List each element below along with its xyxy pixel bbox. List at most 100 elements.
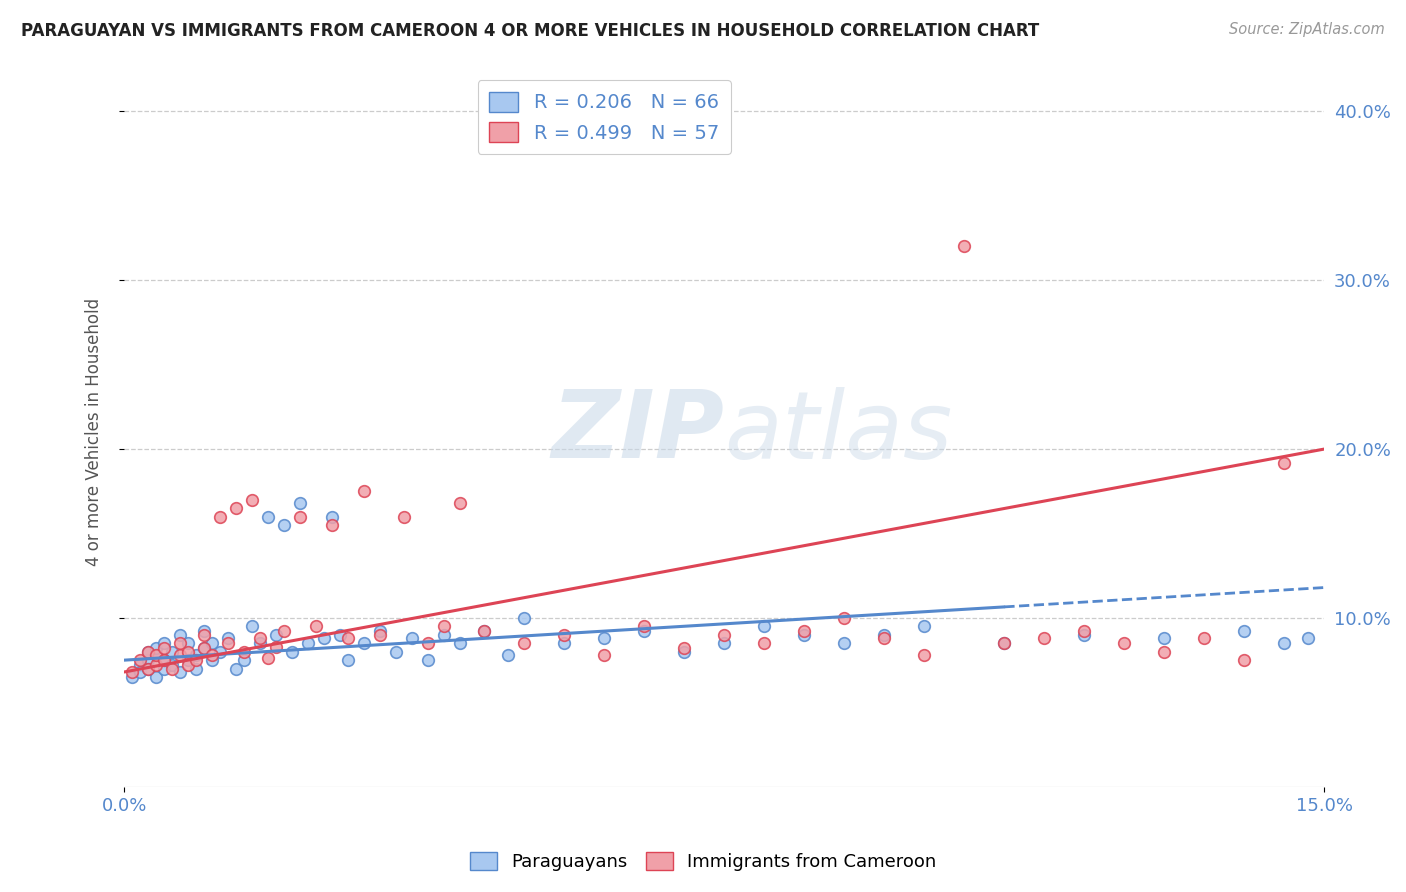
Text: PARAGUAYAN VS IMMIGRANTS FROM CAMEROON 4 OR MORE VEHICLES IN HOUSEHOLD CORRELATI: PARAGUAYAN VS IMMIGRANTS FROM CAMEROON 4… <box>21 22 1039 40</box>
Point <box>305 619 328 633</box>
Point <box>713 628 735 642</box>
Point <box>233 645 256 659</box>
Point <box>264 640 287 654</box>
Point <box>145 670 167 684</box>
Point <box>1153 631 1175 645</box>
Text: Source: ZipAtlas.com: Source: ZipAtlas.com <box>1229 22 1385 37</box>
Point <box>288 509 311 524</box>
Point <box>353 484 375 499</box>
Point <box>633 624 655 639</box>
Point <box>754 619 776 633</box>
Point <box>713 636 735 650</box>
Point <box>673 641 696 656</box>
Point <box>496 648 519 662</box>
Point <box>1073 624 1095 639</box>
Point <box>233 653 256 667</box>
Point <box>314 631 336 645</box>
Point <box>337 653 360 667</box>
Point <box>186 653 208 667</box>
Point <box>121 665 143 679</box>
Point <box>169 636 191 650</box>
Point <box>177 636 200 650</box>
Point <box>169 665 191 679</box>
Text: atlas: atlas <box>724 386 952 477</box>
Point <box>136 653 159 667</box>
Point <box>353 636 375 650</box>
Point <box>449 496 471 510</box>
Y-axis label: 4 or more Vehicles in Household: 4 or more Vehicles in Household <box>86 298 103 566</box>
Point <box>418 653 440 667</box>
Point <box>177 653 200 667</box>
Point <box>225 662 247 676</box>
Point <box>209 645 232 659</box>
Point <box>385 645 408 659</box>
Point <box>553 628 575 642</box>
Point <box>217 636 239 650</box>
Point <box>193 624 215 639</box>
Point <box>1194 631 1216 645</box>
Point <box>873 631 896 645</box>
Point <box>993 636 1015 650</box>
Point <box>401 631 423 645</box>
Point <box>193 641 215 656</box>
Point <box>169 648 191 662</box>
Point <box>129 665 152 679</box>
Point <box>136 662 159 676</box>
Point <box>1073 628 1095 642</box>
Point <box>257 509 280 524</box>
Point <box>321 518 343 533</box>
Point <box>121 670 143 684</box>
Point <box>160 645 183 659</box>
Point <box>201 653 224 667</box>
Point <box>145 658 167 673</box>
Point <box>593 631 616 645</box>
Point <box>136 645 159 659</box>
Point <box>209 509 232 524</box>
Point <box>754 636 776 650</box>
Point <box>418 636 440 650</box>
Point <box>225 501 247 516</box>
Point <box>832 611 855 625</box>
Point <box>673 645 696 659</box>
Point <box>912 648 935 662</box>
Point <box>273 624 295 639</box>
Point <box>953 239 976 253</box>
Point <box>433 619 456 633</box>
Point <box>1233 653 1256 667</box>
Point <box>368 628 391 642</box>
Point <box>217 631 239 645</box>
Point <box>513 636 536 650</box>
Point <box>873 628 896 642</box>
Point <box>153 641 176 656</box>
Legend: Paraguayans, Immigrants from Cameroon: Paraguayans, Immigrants from Cameroon <box>463 845 943 879</box>
Point <box>472 624 495 639</box>
Point <box>249 636 271 650</box>
Point <box>153 653 176 667</box>
Point <box>273 518 295 533</box>
Point <box>793 624 815 639</box>
Point <box>177 645 200 659</box>
Point <box>1114 636 1136 650</box>
Point <box>249 631 271 645</box>
Point <box>186 662 208 676</box>
Point <box>153 653 176 667</box>
Point <box>257 651 280 665</box>
Point <box>153 636 176 650</box>
Point <box>193 628 215 642</box>
Point <box>169 628 191 642</box>
Point <box>321 509 343 524</box>
Point <box>1233 624 1256 639</box>
Point <box>553 636 575 650</box>
Point <box>145 648 167 662</box>
Point <box>281 645 304 659</box>
Legend: R = 0.206   N = 66, R = 0.499   N = 57: R = 0.206 N = 66, R = 0.499 N = 57 <box>478 80 731 154</box>
Point <box>297 636 319 650</box>
Point <box>240 619 263 633</box>
Point <box>993 636 1015 650</box>
Point <box>1153 645 1175 659</box>
Point <box>160 658 183 673</box>
Point <box>160 662 183 676</box>
Point <box>1033 631 1056 645</box>
Point <box>368 624 391 639</box>
Point <box>1274 456 1296 470</box>
